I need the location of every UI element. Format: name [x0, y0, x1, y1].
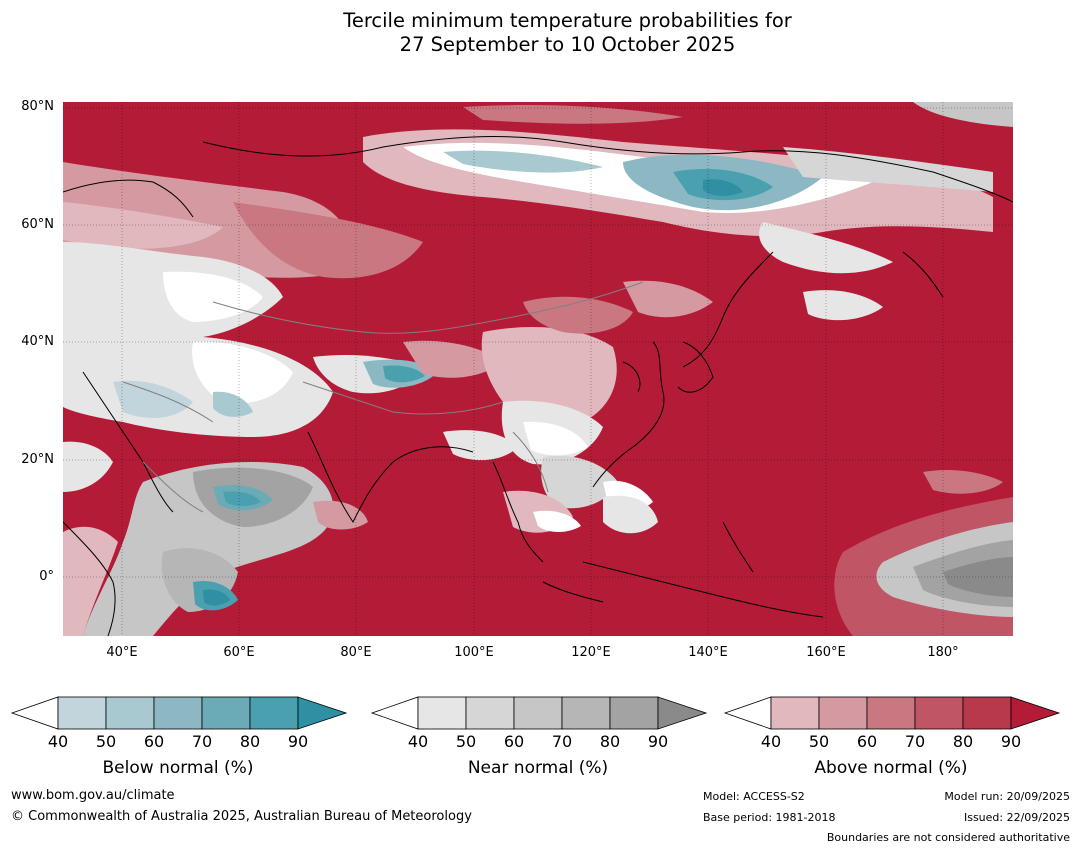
southeast-asia-zone — [503, 490, 658, 534]
near-tick: 70 — [551, 732, 573, 751]
near-swatch-60 — [513, 696, 563, 730]
country-borders — [122, 281, 644, 513]
above-swatch-70 — [914, 696, 964, 730]
lat-label-40n: 40°N — [21, 334, 54, 349]
above-swatch-40 — [770, 696, 820, 730]
above-swatch-60 — [866, 696, 916, 730]
lon-label-120e: 120°E — [571, 645, 611, 660]
near-tick: 60 — [503, 732, 525, 751]
website-link[interactable]: www.bom.gov.au/climate — [11, 788, 175, 803]
below-swatch-50 — [105, 696, 155, 730]
above-swatch-50 — [818, 696, 868, 730]
lat-label-60n: 60°N — [21, 217, 54, 232]
model-name: Model: ACCESS-S2 — [703, 790, 805, 803]
lat-label-80n: 80°N — [21, 99, 54, 114]
near-swatch-40 — [417, 696, 467, 730]
lon-label-100e: 100°E — [454, 645, 494, 660]
near-swatch-50 — [465, 696, 515, 730]
colorbar-below-normal: 40 50 60 70 80 90 Below normal (%) — [8, 694, 348, 784]
siberia-zone — [363, 102, 1013, 321]
colorbar-below-ticks: 40 50 60 70 80 90 — [8, 732, 348, 752]
copyright-notice: © Commonwealth of Australia 2025, Austra… — [11, 809, 472, 824]
colorbar-above-title: Above normal (%) — [814, 758, 968, 778]
above-swatch-80 — [962, 696, 1012, 730]
boundaries-disclaimer: Boundaries are not considered authoritat… — [826, 831, 1070, 844]
model-run-date: Model run: 20/09/2025 — [944, 790, 1070, 803]
near-tick: 90 — [647, 732, 669, 751]
lon-label-180: 180° — [927, 645, 959, 660]
near-tick: 40 — [407, 732, 429, 751]
below-tick: 50 — [95, 732, 117, 751]
below-swatch-70 — [201, 696, 251, 730]
near-tick: 80 — [599, 732, 621, 751]
near-low-extend — [370, 696, 419, 730]
probability-map — [63, 102, 1013, 636]
colorbar-near-ticks: 40 50 60 70 80 90 — [368, 732, 708, 752]
lat-label-20n: 20°N — [21, 452, 54, 467]
map-title: Tercile minimum temperature probabilitie… — [0, 9, 1081, 57]
above-high-extend — [1010, 696, 1061, 730]
below-tick: 80 — [239, 732, 261, 751]
above-tick: 40 — [760, 732, 782, 751]
above-tick: 60 — [856, 732, 878, 751]
below-swatch-80 — [249, 696, 299, 730]
lon-label-160e: 160°E — [806, 645, 846, 660]
colorbar-near-normal: 40 50 60 70 80 90 Near normal (%) — [368, 694, 708, 784]
title-line-1: Tercile minimum temperature probabilitie… — [343, 9, 792, 32]
graticule — [63, 102, 1013, 636]
below-swatch-60 — [153, 696, 203, 730]
below-low-extend — [10, 696, 59, 730]
pacific-zone — [834, 470, 1013, 636]
colorbar-above-normal: 40 50 60 70 80 90 Above normal (%) — [721, 694, 1061, 784]
lon-label-60e: 60°E — [223, 645, 255, 660]
title-line-2: 27 September to 10 October 2025 — [399, 33, 736, 56]
colorbar-above-ticks: 40 50 60 70 80 90 — [721, 732, 1061, 752]
colorbar-below-swatches — [10, 696, 348, 730]
above-tick: 90 — [1000, 732, 1022, 751]
colorbar-near-swatches — [370, 696, 708, 730]
near-swatch-80 — [609, 696, 659, 730]
above-tick: 80 — [952, 732, 974, 751]
above-low-extend — [723, 696, 772, 730]
issued-date: Issued: 22/09/2025 — [963, 811, 1070, 824]
middle-east-zone — [63, 334, 503, 437]
below-swatch-40 — [57, 696, 107, 730]
colorbar-below-title: Below normal (%) — [102, 758, 254, 778]
coastlines — [63, 136, 1013, 636]
map-canvas — [63, 102, 1013, 636]
below-tick: 60 — [143, 732, 165, 751]
below-high-extend — [297, 696, 348, 730]
base-period: Base period: 1981-2018 — [703, 811, 836, 824]
below-tick: 90 — [287, 732, 309, 751]
above-tick: 70 — [904, 732, 926, 751]
lon-label-40e: 40°E — [106, 645, 138, 660]
lon-label-80e: 80°E — [340, 645, 372, 660]
below-tick: 40 — [47, 732, 69, 751]
near-high-extend — [657, 696, 708, 730]
colorbar-near-title: Near normal (%) — [467, 758, 609, 778]
above-tick: 50 — [808, 732, 830, 751]
europe-zone — [63, 162, 423, 342]
near-swatch-70 — [561, 696, 611, 730]
colorbar-above-swatches — [723, 696, 1061, 730]
near-tick: 50 — [455, 732, 477, 751]
indian-ocean-zone — [63, 441, 368, 636]
below-tick: 70 — [191, 732, 213, 751]
lat-label-0: 0° — [39, 569, 54, 584]
lon-label-140e: 140°E — [688, 645, 728, 660]
